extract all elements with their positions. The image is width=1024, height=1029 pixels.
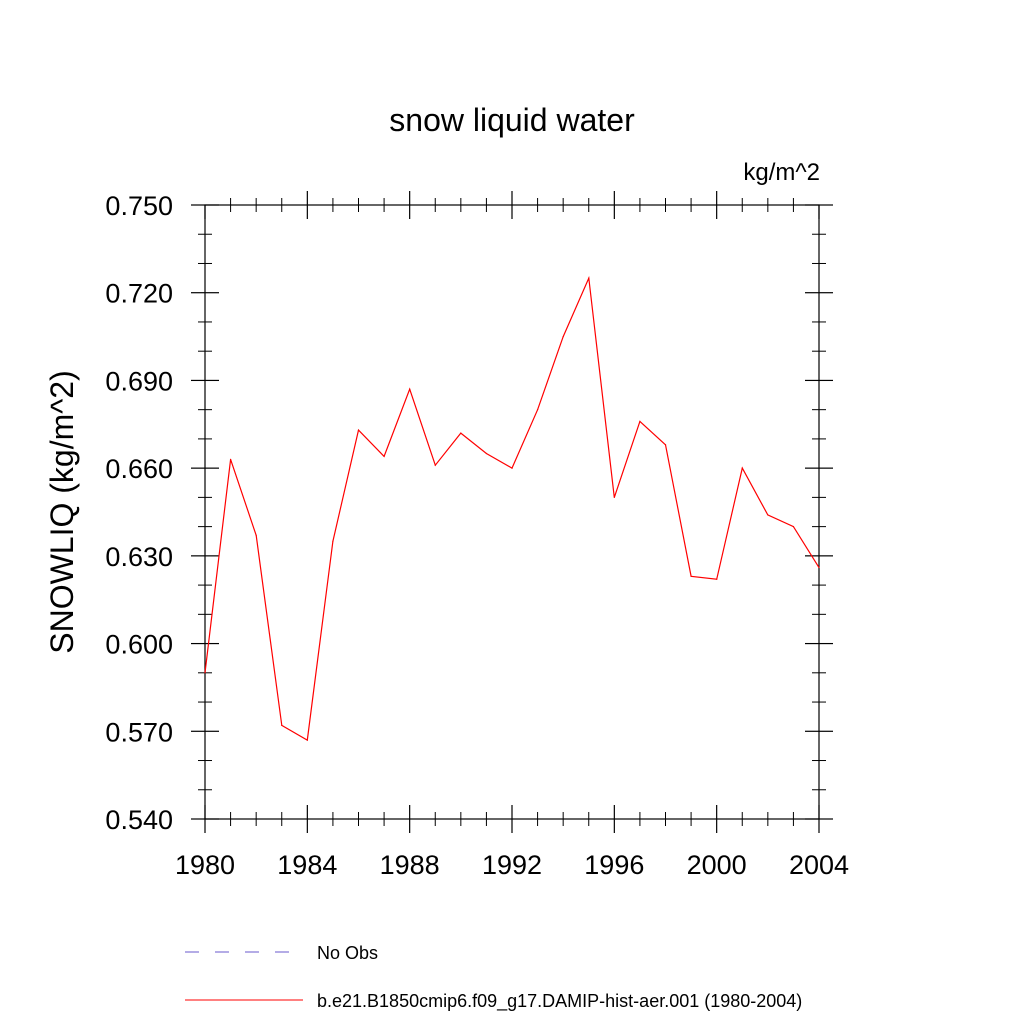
x-tick-label: 1992: [482, 850, 542, 880]
data-point: [511, 467, 513, 469]
ticks-layer: 1980 1984 1988 1992 1996 2000 2004 0.540 0.570 0.…: [105, 191, 849, 880]
data-point: [536, 409, 539, 411]
data-point: [204, 672, 206, 674]
y-tick-label: 0.570: [105, 717, 173, 747]
x-tick-label: 2000: [687, 850, 747, 880]
data-point: [460, 432, 462, 434]
legend-label-1: b.e21.B1850cmip6.f09_g17.DAMIP-hist-aer.…: [317, 991, 802, 1012]
legend-label-0: No Obs: [317, 943, 378, 963]
x-tick-label: 1984: [277, 850, 337, 880]
data-point: [409, 388, 411, 390]
x-tick-label: 1980: [175, 850, 235, 880]
y-tick-label: 0.690: [105, 366, 173, 396]
data-point: [485, 452, 488, 455]
data-point: [818, 566, 820, 569]
y-tick-label: 0.540: [105, 805, 173, 835]
data-point: [434, 464, 436, 466]
chart-title: snow liquid water: [389, 102, 635, 138]
x-tick-label: 2004: [789, 850, 849, 880]
data-point: [357, 429, 360, 431]
plot-frame: [204, 204, 820, 820]
data-point: [588, 277, 590, 279]
x-tick-label: 1996: [584, 850, 644, 880]
data-point: [306, 739, 308, 741]
data-point: [741, 467, 743, 469]
data-point: [767, 514, 769, 516]
data-point: [613, 496, 615, 498]
data-point: [383, 455, 385, 458]
y-tick-label: 0.720: [105, 279, 173, 309]
data-point: [255, 534, 257, 536]
units-label: kg/m^2: [743, 159, 820, 186]
data-point: [664, 444, 667, 446]
data-point: [792, 526, 795, 528]
data-point: [639, 420, 641, 422]
legend: No Obs b.e21.B1850cmip6.f09_g17.DAMIP-his…: [185, 943, 802, 1012]
y-tick-label: 0.630: [105, 542, 173, 572]
data-point: [229, 458, 232, 460]
data-point: [332, 540, 334, 542]
data-point: [716, 578, 718, 580]
data-point: [281, 724, 283, 727]
data-point: [690, 575, 692, 577]
y-tick-label: 0.750: [105, 191, 173, 221]
y-tick-label: 0.660: [105, 454, 173, 484]
series-line-1: [204, 275, 820, 742]
y-tick-label: 0.600: [105, 630, 173, 660]
series-layer: [204, 275, 820, 742]
x-tick-label: 1988: [380, 850, 440, 880]
y-axis-label: SNOWLIQ (kg/m^2): [44, 370, 80, 653]
data-point: [562, 335, 564, 338]
